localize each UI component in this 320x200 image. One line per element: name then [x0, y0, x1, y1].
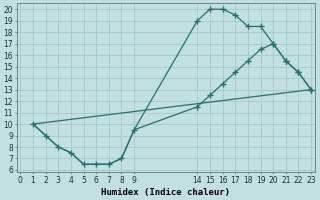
X-axis label: Humidex (Indice chaleur): Humidex (Indice chaleur)	[101, 188, 230, 197]
